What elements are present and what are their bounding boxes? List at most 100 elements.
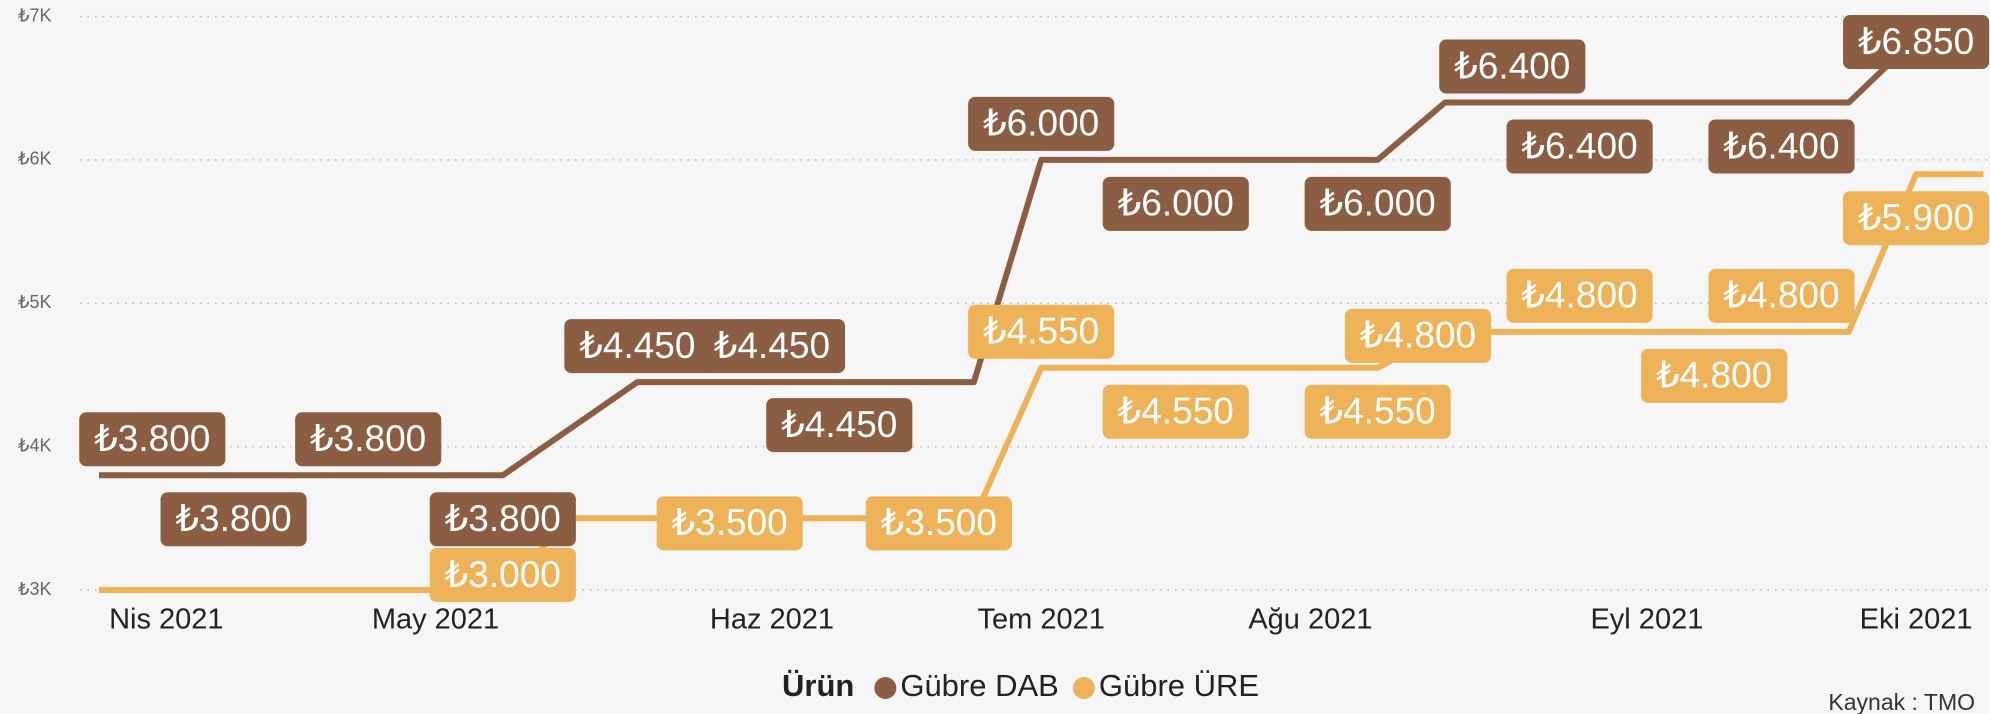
data-label: ₺3.000 <box>429 548 576 602</box>
data-label-box <box>656 496 803 551</box>
data-label-text: ₺6.400 <box>1522 125 1638 166</box>
data-label: ₺4.550 <box>1304 384 1451 439</box>
series-line <box>99 35 1919 479</box>
data-label-box <box>1708 119 1855 174</box>
data-label: ₺4.450 <box>766 398 913 453</box>
data-label-box <box>968 96 1115 151</box>
data-label-box <box>1304 176 1451 231</box>
data-label-text: ₺4.450 <box>781 404 897 445</box>
data-label-text: ₺6.850 <box>1858 21 1974 62</box>
x-tick-label: Tem 2021 <box>978 604 1105 636</box>
data-label: ₺3.500 <box>865 496 1012 551</box>
x-tick-label: Nis 2021 <box>109 604 223 636</box>
data-label: ₺4.800 <box>1641 348 1788 403</box>
data-labels: ₺3.000 ₺3.500 ₺3.500 ₺4.550 ₺4.550 ₺4.550 ₺4.8… <box>79 15 1990 602</box>
data-label-text: ₺3.500 <box>672 502 788 543</box>
data-label: ₺6.000 <box>1304 176 1451 231</box>
data-label: ₺5.900 <box>1843 191 1990 246</box>
data-label-box <box>766 398 913 453</box>
legend-label: Gübre DAB <box>900 668 1059 703</box>
legend-title: Ürün <box>782 668 854 703</box>
data-label-box <box>865 496 1012 551</box>
data-label-text: ₺4.450 <box>714 325 830 366</box>
x-tick-label: Eyl 2021 <box>1590 604 1703 636</box>
data-label-text: ₺4.550 <box>1118 391 1234 432</box>
data-label-box <box>564 319 711 374</box>
data-label: ₺4.800 <box>1708 268 1855 323</box>
data-label-text: ₺6.000 <box>983 103 1099 144</box>
data-label-text: ₺6.000 <box>1118 183 1234 224</box>
x-tick-label: Haz 2021 <box>710 604 834 636</box>
data-label: ₺6.000 <box>1102 176 1249 231</box>
data-label-box <box>1641 348 1788 403</box>
data-label-text: ₺6.400 <box>1454 45 1570 86</box>
data-label-box <box>429 548 576 602</box>
data-label-text: ₺3.800 <box>176 498 292 539</box>
data-label-text: ₺4.450 <box>579 325 695 366</box>
data-label-box <box>1506 119 1653 174</box>
data-label-box <box>1439 39 1586 94</box>
data-label-box <box>1843 15 1990 70</box>
legend-label: Gübre ÜRE <box>1099 668 1259 703</box>
data-label-box <box>1102 176 1249 231</box>
data-label-box <box>1506 268 1653 323</box>
data-label-box <box>1708 268 1855 323</box>
x-tick-label: Ağu 2021 <box>1248 604 1372 636</box>
data-label-box <box>698 319 846 374</box>
data-label-text: ₺4.800 <box>1360 315 1476 356</box>
data-label: ₺4.450 <box>564 319 711 374</box>
data-label-box <box>1344 308 1492 363</box>
y-tick-label: ₺5K <box>18 292 51 312</box>
data-label-box <box>1843 191 1990 246</box>
data-label: ₺4.450 <box>698 319 846 374</box>
data-label-text: ₺6.400 <box>1723 125 1839 166</box>
data-label-text: ₺3.800 <box>310 418 426 459</box>
data-label: ₺3.500 <box>656 496 803 551</box>
y-tick-label: ₺4K <box>18 435 51 455</box>
data-label: ₺6.400 <box>1439 39 1586 94</box>
data-label-text: ₺3.500 <box>881 502 997 543</box>
data-label-box <box>1102 384 1249 439</box>
data-label-box <box>968 304 1115 359</box>
lines <box>99 35 1984 593</box>
data-label-text: ₺4.800 <box>1723 275 1839 316</box>
legend-marker <box>874 677 897 699</box>
grid: ₺3K ₺4K ₺5K ₺6K ₺7K Nis 2021 May 2021 Haz 2021 T… <box>18 5 1990 636</box>
data-label-box <box>79 412 226 467</box>
y-tick-label: ₺6K <box>18 149 51 169</box>
x-tick-label: May 2021 <box>372 604 499 636</box>
data-label-box <box>1304 384 1451 439</box>
data-label: ₺6.000 <box>968 96 1115 151</box>
data-label: ₺4.800 <box>1506 268 1653 323</box>
data-label-text: ₺3.800 <box>94 418 210 459</box>
data-label-box <box>429 492 576 547</box>
data-label: ₺3.800 <box>295 412 442 467</box>
series-line <box>99 171 1984 593</box>
y-tick-label: ₺3K <box>18 579 51 599</box>
data-label-text: ₺4.550 <box>983 311 1099 352</box>
data-label-text: ₺5.900 <box>1858 197 1974 238</box>
data-label: ₺3.800 <box>429 492 576 547</box>
data-label-box <box>160 492 307 547</box>
legend-marker <box>1072 677 1095 699</box>
data-label: ₺6.850 <box>1843 15 1990 70</box>
data-label-text: ₺6.000 <box>1320 183 1436 224</box>
x-tick-label: Eki 2021 <box>1860 604 1973 636</box>
data-label-text: ₺4.550 <box>1320 391 1436 432</box>
source: Kaynak : TMO <box>1828 689 1975 714</box>
data-label: ₺6.400 <box>1506 119 1653 174</box>
data-label-box <box>295 412 442 467</box>
data-label: ₺4.800 <box>1344 308 1492 363</box>
data-label-text: ₺3.000 <box>445 554 561 595</box>
data-label-text: ₺4.800 <box>1522 275 1638 316</box>
data-label: ₺3.800 <box>79 412 226 467</box>
legend: Ürün Gübre DAB Gübre ÜRE <box>782 668 1259 703</box>
data-label: ₺6.400 <box>1708 119 1855 174</box>
data-label-text: ₺3.800 <box>445 498 561 539</box>
data-label: ₺4.550 <box>968 304 1115 359</box>
data-label: ₺4.550 <box>1102 384 1249 439</box>
data-label: ₺3.800 <box>160 492 307 547</box>
y-tick-label: ₺7K <box>18 5 51 25</box>
data-label-text: ₺4.800 <box>1656 355 1772 396</box>
